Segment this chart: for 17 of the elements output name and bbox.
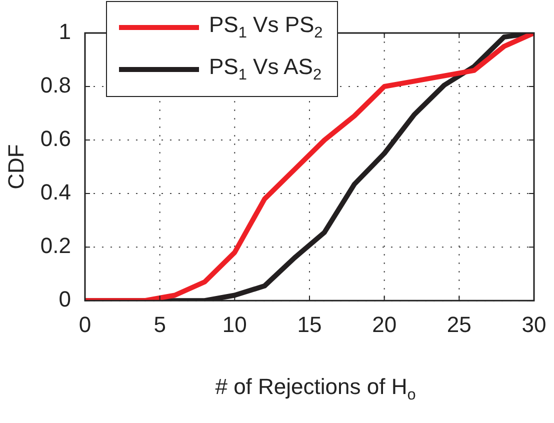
x-tick-label: 25	[446, 312, 472, 337]
legend-label: PS$_{1}$ Vs PS$_{2}$	[209, 12, 323, 42]
y-tick-label: 1	[58, 19, 71, 44]
x-axis-title: # of Rejections of H$_{o}$	[214, 374, 417, 404]
y-tick-label: 0.4	[40, 180, 71, 205]
x-tick-label: 20	[372, 312, 397, 337]
x-tick-label: 0	[78, 312, 92, 337]
x-tick-label: 30	[522, 312, 546, 337]
legend-label: PS$_{1}$ Vs AS$_{2}$	[209, 54, 322, 84]
y-tick-label: 0.2	[40, 233, 71, 258]
y-tick-label: 0.8	[40, 72, 71, 98]
y-tick-label: 0	[58, 286, 71, 312]
x-tick-label: 10	[222, 312, 247, 337]
y-axis-title: CDF	[3, 144, 28, 190]
x-tick-label: 5	[154, 312, 166, 337]
x-tick-label: 15	[297, 312, 322, 337]
y-tick-label: 0.6	[40, 126, 71, 152]
